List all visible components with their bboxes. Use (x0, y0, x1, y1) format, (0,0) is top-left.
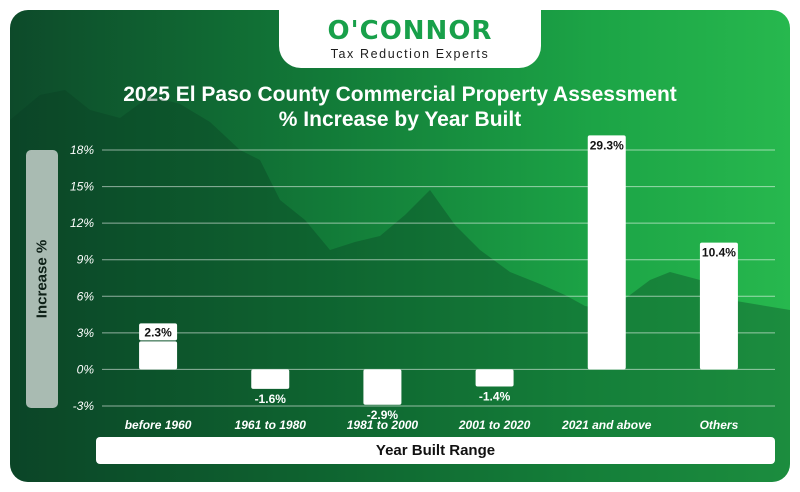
chart-title-line-1: 2025 El Paso County Commercial Property … (123, 83, 677, 106)
y-tick-label: 0% (77, 362, 95, 376)
x-tick-label: 2021 and above (561, 418, 652, 432)
y-tick-label: 12% (70, 216, 94, 230)
chart-title-line-2: % Increase by Year Built (278, 108, 522, 131)
bar-value-label: 10.4% (702, 246, 736, 260)
x-tick-label: 1981 to 2000 (347, 418, 419, 432)
x-axis-label: Year Built Range (375, 442, 496, 459)
bar (587, 135, 626, 370)
y-tick-label: 18% (70, 143, 94, 157)
background-silhouette (10, 90, 790, 482)
y-axis-label-box: Increase % (26, 150, 58, 408)
bar (139, 341, 178, 370)
x-tick-label: 1961 to 1980 (235, 418, 307, 432)
bar (363, 369, 402, 405)
y-tick-label: 6% (77, 289, 95, 303)
brand-logo: O'CONNOR Tax Reduction Experts (279, 10, 541, 68)
x-tick-label: 2001 to 2020 (458, 418, 531, 432)
y-tick-label: 15% (70, 180, 94, 194)
y-tick-label: 9% (77, 253, 95, 267)
y-tick-label: -3% (73, 399, 95, 413)
x-tick-label: Others (700, 418, 739, 432)
y-tick-label: 3% (77, 326, 95, 340)
bar (699, 242, 738, 370)
bar-value-label-box (139, 323, 178, 341)
brand-name: O'CONNOR (327, 16, 493, 46)
bar-value-label: -1.6% (255, 392, 287, 406)
bar (251, 369, 290, 389)
bar-value-label: -1.4% (479, 389, 511, 403)
chart-card: O'CONNOR Tax Reduction Experts 2025 El P… (10, 10, 790, 482)
x-tick-label: before 1960 (125, 418, 192, 432)
bar-chart: 18% 15% 12% 9% 6% 3% 0% -3% 2.3% -1.6% -2.9% -1.4%… (10, 90, 790, 482)
chart-title: 2025 El Paso County Commercial Property … (10, 82, 790, 132)
bar-value-label: -2.9% (367, 408, 399, 422)
bar-value-label: 29.3% (590, 138, 624, 152)
x-axis-label-box: Year Built Range (96, 437, 775, 464)
bar (475, 369, 514, 387)
brand-tagline: Tax Reduction Experts (330, 47, 490, 61)
bar-value-label: 2.3% (144, 325, 172, 339)
